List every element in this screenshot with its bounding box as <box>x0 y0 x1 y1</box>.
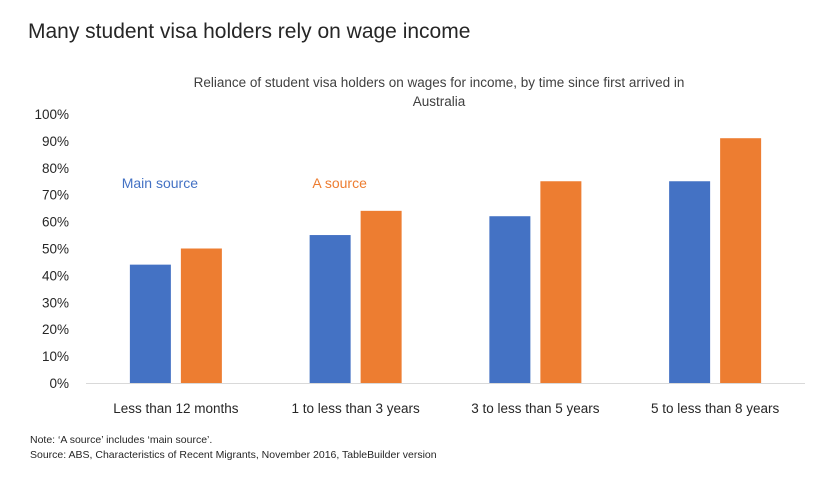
bar-main-source <box>129 264 171 383</box>
legend: Main source A source <box>122 175 367 191</box>
chart-title-line-1: Reliance of student visa holders on wage… <box>194 75 685 90</box>
y-tick-label: 50% <box>42 242 69 257</box>
bar-chart: Reliance of student visa holders on wage… <box>34 75 805 416</box>
bars <box>129 138 762 383</box>
source-text: Source: ABS, Characteristics of Recent M… <box>30 449 437 461</box>
x-tick-label: 3 to less than 5 years <box>471 401 600 416</box>
x-axis-labels: Less than 12 months 1 to less than 3 year… <box>113 401 779 416</box>
bar-main-source <box>669 181 711 383</box>
y-tick-label: 80% <box>42 161 69 176</box>
chart-title-line-2: Australia <box>413 94 466 109</box>
y-tick-label: 100% <box>34 107 69 122</box>
x-tick-label: 5 to less than 8 years <box>651 401 780 416</box>
legend-label: Main source <box>122 175 198 191</box>
bar-a-source <box>720 138 762 383</box>
x-tick-label: 1 to less than 3 years <box>291 401 420 416</box>
y-tick-label: 0% <box>49 376 69 391</box>
y-tick-label: 40% <box>42 268 69 283</box>
y-tick-label: 70% <box>42 188 69 203</box>
y-tick-label: 90% <box>42 134 69 149</box>
bar-a-source <box>180 248 222 383</box>
y-axis: 0% 10% 20% 30% 40% 50% 60% 70% 80% 90% 100% <box>34 107 69 391</box>
bar-a-source <box>540 181 582 383</box>
bar-a-source <box>360 210 402 383</box>
footnotes: Note: ‘A source’ includes ‘main source’.… <box>30 433 437 463</box>
bar-main-source <box>309 235 351 383</box>
bar-main-source <box>489 216 531 383</box>
y-tick-label: 10% <box>42 349 69 364</box>
legend-label: A source <box>312 175 367 191</box>
y-tick-label: 30% <box>42 295 69 310</box>
y-tick-label: 20% <box>42 322 69 337</box>
x-tick-label: Less than 12 months <box>113 401 239 416</box>
y-tick-label: 60% <box>42 215 69 230</box>
note-text: Note: ‘A source’ includes ‘main source’. <box>30 434 213 446</box>
page-title: Many student visa holders rely on wage i… <box>28 20 471 43</box>
